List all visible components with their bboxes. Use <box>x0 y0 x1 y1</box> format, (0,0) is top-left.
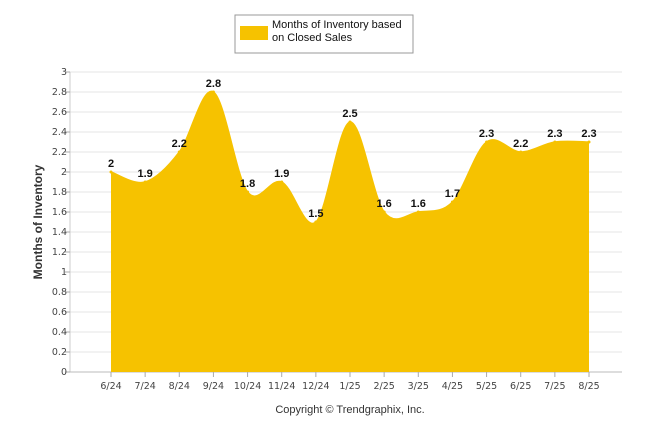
y-tick-label: 1.2 <box>52 247 67 258</box>
data-label: 1.9 <box>137 168 152 180</box>
y-tick-label: 2.4 <box>52 127 67 138</box>
inventory-line <box>110 90 590 225</box>
data-label: 2.8 <box>206 78 221 90</box>
legend-label-line-2: on Closed Sales <box>272 32 353 44</box>
data-point[interactable] <box>211 90 215 94</box>
y-tick-label: 3 <box>61 67 67 78</box>
data-point[interactable] <box>246 190 250 194</box>
data-label: 1.6 <box>411 198 426 210</box>
x-tick-label: 12/24 <box>302 381 329 392</box>
data-label: 1.8 <box>240 178 255 190</box>
y-tick-label: 2.8 <box>52 87 67 98</box>
x-tick-label: 8/24 <box>169 381 190 392</box>
x-axis-ticks: 6/24 7/24 8/24 9/24 10/24 11/24 12/24 1/25 2/25 3… <box>100 372 600 392</box>
data-point[interactable] <box>177 150 181 154</box>
data-point[interactable] <box>587 140 591 144</box>
data-label: 1.6 <box>376 198 391 210</box>
x-tick-label: 1/25 <box>339 381 360 392</box>
y-tick-label: 0.2 <box>52 347 67 358</box>
y-tick-label: 1.4 <box>52 227 67 238</box>
data-point[interactable] <box>348 120 352 124</box>
data-label: 1.5 <box>308 208 323 220</box>
y-tick-label: 2.2 <box>52 147 67 158</box>
data-point[interactable] <box>450 200 454 204</box>
data-point[interactable] <box>143 180 147 184</box>
x-tick-label: 6/24 <box>100 381 121 392</box>
series-area <box>110 90 590 373</box>
y-tick-label: 1.8 <box>52 187 67 198</box>
x-tick-label: 9/24 <box>203 381 224 392</box>
legend[interactable]: Months of Inventory based on Closed Sale… <box>234 14 414 54</box>
x-tick-label: 6/25 <box>510 381 531 392</box>
data-label: 2.3 <box>581 128 596 140</box>
x-tick-label: 4/25 <box>442 381 463 392</box>
x-tick-label: 8/25 <box>578 381 599 392</box>
y-tick-label: 2 <box>61 167 67 178</box>
y-tick-label: 0 <box>61 367 67 378</box>
legend-swatch <box>240 26 268 40</box>
data-label: 1.7 <box>445 188 460 200</box>
x-tick-label: 7/24 <box>134 381 155 392</box>
x-tick-label: 2/25 <box>373 381 394 392</box>
x-tick-label: 10/24 <box>234 381 261 392</box>
data-point[interactable] <box>553 140 557 144</box>
data-label: 2.2 <box>513 138 528 150</box>
x-tick-label: 3/25 <box>408 381 429 392</box>
data-label: 2 <box>108 158 114 170</box>
y-tick-label: 0.6 <box>52 307 67 318</box>
y-tick-label: 0.8 <box>52 287 67 298</box>
y-tick-label: 1.6 <box>52 207 67 218</box>
y-tick-label: 0.4 <box>52 327 67 338</box>
data-point[interactable] <box>314 220 318 224</box>
x-tick-label: 7/25 <box>544 381 565 392</box>
legend-label-line-1: Months of Inventory based <box>272 19 402 31</box>
y-tick-label: 2.6 <box>52 107 67 118</box>
copyright-credit: Copyright © Trendgraphix, Inc. <box>275 404 424 416</box>
data-label: 1.9 <box>274 168 289 180</box>
data-point[interactable] <box>109 170 113 174</box>
data-point[interactable] <box>382 210 386 214</box>
x-tick-label: 5/25 <box>476 381 497 392</box>
data-point[interactable] <box>519 150 523 154</box>
data-point[interactable] <box>485 140 489 144</box>
data-label: 2.5 <box>342 108 357 120</box>
y-tick-label: 1 <box>61 267 67 278</box>
y-axis-title: Months of Inventory <box>31 164 45 279</box>
data-label: 2.2 <box>172 138 187 150</box>
data-point[interactable] <box>416 210 420 214</box>
data-labels: 2 1.9 2.2 2.8 1.8 1.9 1.5 2.5 1.6 1.6 1.7 2.3 2.2 2.3… <box>108 78 597 224</box>
y-axis-ticks: 0 0.2 0.4 0.6 0.8 1 1.2 1.4 1.6 1.8 2 2.2 2.4 2.6 2.8 3 <box>52 67 70 378</box>
data-point[interactable] <box>280 180 284 184</box>
x-tick-label: 11/24 <box>268 381 295 392</box>
data-label: 2.3 <box>547 128 562 140</box>
data-label: 2.3 <box>479 128 494 140</box>
inventory-area <box>111 91 589 373</box>
